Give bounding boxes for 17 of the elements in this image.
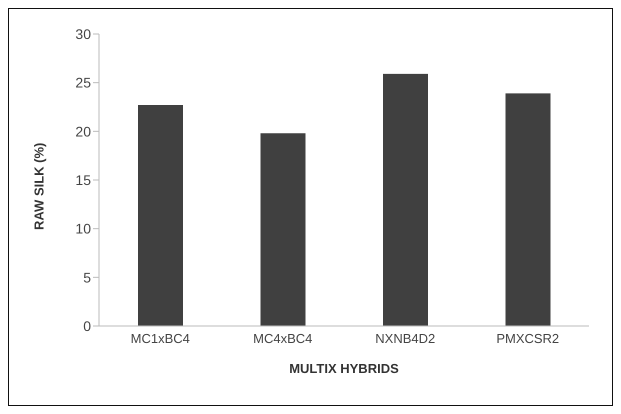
x-tick-label: NXNB4D2 — [375, 331, 436, 346]
y-tick-label: 15 — [75, 172, 92, 188]
y-tick-label: 10 — [75, 220, 92, 237]
y-tick-label: 5 — [83, 269, 92, 286]
y-tick-label: 0 — [83, 318, 92, 334]
y-tick-label: 30 — [75, 26, 92, 42]
y-tick-label: 20 — [75, 123, 92, 140]
bar — [138, 105, 183, 326]
x-tick-label: MC4xBC4 — [253, 331, 312, 346]
bar — [506, 93, 550, 326]
x-tick-label: PMXCSR2 — [496, 331, 560, 346]
x-tick-label: MC1xBC4 — [130, 331, 190, 346]
y-tick-label: 25 — [75, 74, 92, 91]
bar — [383, 74, 428, 326]
x-axis-title: MULTIX HYBRIDS — [289, 361, 400, 376]
y-axis-title: RAW SILK (%) — [32, 142, 47, 230]
bar — [260, 133, 306, 326]
